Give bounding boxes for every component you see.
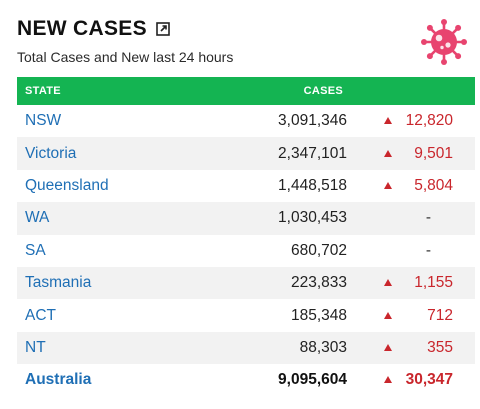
total-cases: 680,702	[290, 241, 347, 259]
table-row: NSW 3,091,346 12,820	[17, 105, 475, 137]
table-header-row: STATE CASES	[17, 77, 475, 105]
column-header-new	[361, 77, 475, 105]
cases-table: STATE CASES NSW 3,091,346 12,820 Victori…	[17, 77, 475, 397]
total-cases: 223,833	[290, 274, 347, 292]
total-cases: 2,347,101	[278, 144, 347, 162]
table-row: SA 680,702 -	[17, 235, 475, 267]
new-cases-value: -	[425, 241, 431, 259]
total-cases: 1,030,453	[278, 209, 347, 227]
new-cases-value: 5,804	[414, 176, 453, 194]
up-triangle-icon	[384, 181, 392, 189]
table-row: ACT 185,348 712	[17, 299, 475, 331]
new-cases-cell: 1,155	[361, 267, 475, 299]
state-link[interactable]: NT	[25, 338, 46, 356]
new-cases-cell: 5,804	[361, 170, 475, 202]
up-triangle-icon	[384, 376, 392, 384]
up-triangle-icon	[384, 279, 392, 287]
total-cases: 3,091,346	[278, 112, 347, 130]
table-row: Tasmania 223,833 1,155	[17, 266, 475, 300]
new-cases-value: -	[425, 209, 431, 227]
state-link[interactable]: WA	[25, 209, 50, 227]
state-link[interactable]: SA	[25, 241, 46, 259]
new-cases-cell: 355	[361, 332, 475, 364]
virus-icon	[421, 19, 467, 65]
state-link[interactable]: NSW	[25, 112, 62, 130]
up-triangle-icon	[384, 343, 392, 351]
state-link[interactable]: Tasmania	[25, 274, 92, 292]
up-triangle-icon	[384, 311, 392, 319]
new-cases-cell: -	[361, 202, 475, 234]
table-total-row: Australia 9,095,604 30,347	[17, 364, 475, 396]
column-header-state[interactable]: STATE	[25, 85, 61, 97]
state-link[interactable]: ACT	[25, 306, 56, 324]
table-row: Victoria 2,347,101 9,501	[17, 137, 475, 170]
state-link[interactable]: Queensland	[25, 176, 109, 194]
table-row: NT 88,303 355	[17, 331, 475, 365]
total-cases: 9,095,604	[278, 371, 347, 389]
country-link[interactable]: Australia	[25, 371, 92, 389]
table-row: Queensland 1,448,518 5,804	[17, 170, 475, 202]
new-cases-value: 30,347	[405, 371, 453, 389]
new-cases-cell: 12,820	[361, 105, 475, 137]
new-cases-value: 1,155	[414, 274, 453, 292]
total-cases: 88,303	[299, 338, 347, 356]
table-row: WA 1,030,453 -	[17, 202, 475, 235]
new-cases-value: 355	[427, 338, 453, 356]
new-cases-value: 712	[427, 306, 453, 324]
new-cases-cell: -	[361, 235, 475, 267]
total-cases: 185,348	[290, 306, 347, 324]
widget-header: NEW CASES Total Cases and New last 24 ho…	[17, 16, 233, 66]
up-triangle-icon	[384, 117, 392, 125]
state-link[interactable]: Victoria	[25, 144, 77, 162]
up-triangle-icon	[384, 149, 392, 157]
total-cases: 1,448,518	[278, 176, 347, 194]
new-cases-cell: 9,501	[361, 137, 475, 169]
new-cases-value: 9,501	[414, 144, 453, 162]
popout-icon[interactable]	[156, 22, 170, 36]
widget-title: NEW CASES	[17, 17, 147, 40]
new-cases-cell: 712	[361, 299, 475, 331]
column-header-cases[interactable]: CASES	[303, 85, 343, 97]
new-cases-value: 12,820	[405, 112, 453, 130]
new-cases-cell: 30,347	[361, 364, 475, 396]
title-row: NEW CASES	[17, 16, 233, 42]
widget-subtitle: Total Cases and New last 24 hours	[17, 49, 234, 65]
